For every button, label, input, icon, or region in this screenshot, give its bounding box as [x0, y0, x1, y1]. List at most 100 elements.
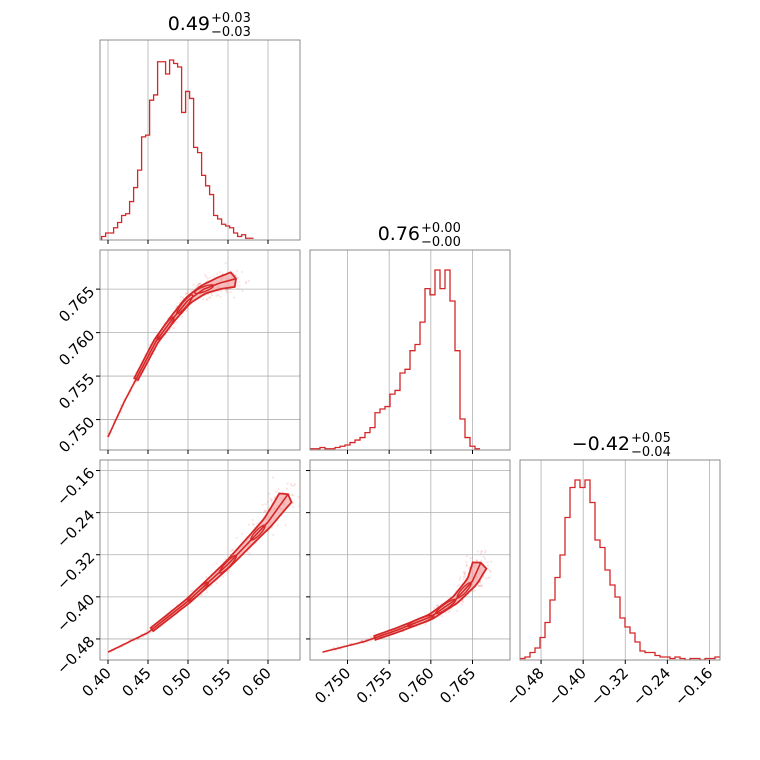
scatter-point-p10-43 [203, 273, 207, 276]
scatter-point-p21-252 [477, 550, 480, 553]
histogram-p22 [520, 479, 720, 660]
x-tick-label-p20-3: 0.55 [198, 664, 234, 700]
scatter-point-p20-6 [270, 499, 273, 502]
scatter-point-p10-163 [206, 277, 209, 280]
scatter-point-p20-399 [246, 550, 249, 553]
y-tick-label-p20-1: −0.40 [53, 590, 98, 635]
contour-band-p20 [149, 492, 293, 633]
y-tick-label-p20-4: −0.16 [53, 464, 98, 509]
scatter-point-p20-330 [261, 503, 264, 506]
frame-layer [99, 39, 721, 661]
scatter-point-p10-358 [198, 282, 202, 285]
scatter-point-p20-141 [266, 500, 270, 503]
scatter-point-p21-183 [465, 555, 468, 558]
scatter-point-p10-330 [202, 298, 205, 301]
frame-p00 [99, 39, 301, 241]
scatter-point-p21-75 [478, 584, 481, 587]
scatter-point-p20-291 [228, 569, 231, 572]
scatter-point-p21-85 [475, 559, 478, 562]
title-upper-p22: +0.05 [631, 431, 671, 446]
scatter-point-p21-259 [469, 557, 472, 560]
scatter-point-p21-147 [424, 623, 427, 626]
scatter-point-p10-370 [236, 269, 239, 272]
scatter-point-p21-14 [482, 555, 485, 558]
title-value-p00: 0.49 [168, 13, 210, 35]
scatter-point-p10-302 [206, 298, 209, 301]
scatter-point-p20-81 [248, 552, 251, 555]
scatter-point-p20-207 [269, 497, 272, 500]
scatter-point-p21-298 [461, 599, 464, 603]
scatter-point-p21-264 [465, 564, 468, 567]
scatter-point-p20-10 [247, 523, 251, 526]
scatter-point-p20-147 [199, 593, 202, 597]
scatter-point-p21-222 [464, 576, 467, 579]
scatter-point-p21-346 [484, 549, 487, 552]
scatter-point-p21-266 [456, 585, 459, 588]
scatter-point-p10-38 [238, 280, 241, 283]
scatter-point-p20-58 [229, 549, 232, 553]
frame-p21 [309, 459, 511, 661]
histogram-p00 [100, 59, 254, 240]
x-tick-label-p22-1: −0.40 [545, 664, 590, 709]
scatter-point-p20-258 [277, 488, 280, 491]
scatter-point-p20-110 [297, 496, 300, 499]
scatter-point-p20-197 [231, 548, 234, 552]
scatter-point-p10-271 [172, 327, 176, 330]
scatter-point-p10-176 [215, 294, 218, 297]
panel-p21-marks [322, 549, 493, 653]
scatter-point-p21-181 [459, 576, 462, 579]
scatter-point-p20-11 [268, 492, 271, 495]
scatter-point-p21-239 [461, 600, 464, 604]
scatter-point-p21-179 [436, 604, 439, 607]
scatter-point-p10-48 [233, 296, 236, 299]
scatter-point-p20-228 [272, 533, 275, 536]
scatter-point-p20-346 [263, 510, 266, 513]
x-tick-label-p21-1: 0.755 [353, 664, 396, 707]
contour-line-p10 [107, 277, 237, 438]
scatter-point-p21-2 [444, 611, 447, 615]
scatter-point-p10-21 [198, 282, 201, 285]
scatter-point-p20-243 [271, 476, 274, 479]
scatter-point-p10-155 [185, 309, 188, 312]
scatter-point-p20-247 [224, 557, 227, 560]
panel-p11-marks [310, 269, 480, 450]
contour-band-p10 [133, 271, 237, 382]
scatter-point-p21-220 [480, 583, 483, 586]
scatter-point-p20-130 [270, 498, 274, 501]
scatter-point-p21-16 [484, 577, 487, 580]
scatter-point-p20-167 [256, 521, 259, 525]
scatter-point-p10-187 [209, 296, 212, 299]
scatter-point-p10-378 [208, 296, 211, 299]
scatter-point-p20-308 [235, 536, 239, 539]
scatter-point-p21-189 [477, 584, 480, 588]
scatter-point-p20-335 [252, 523, 256, 526]
scatter-point-p10-212 [225, 288, 228, 292]
scatter-point-p20-231 [273, 496, 276, 499]
scatter-point-p20-73 [273, 496, 276, 499]
scatter-point-p10-36 [236, 283, 239, 286]
scatter-point-p10-61 [229, 291, 232, 294]
title-value-p22: −0.42 [572, 433, 630, 455]
scatter-point-p10-65 [241, 289, 244, 293]
scatter-point-p21-395 [458, 578, 461, 581]
frame-p22 [519, 459, 721, 661]
scatter-point-p10-228 [217, 294, 220, 297]
y-tick-label-p10-0: 0.750 [55, 413, 98, 456]
scatter-point-p10-207 [219, 295, 222, 299]
scatter-point-p21-30 [480, 550, 484, 553]
scatter-point-p20-52 [290, 493, 294, 497]
scatter-point-p21-31 [462, 571, 465, 574]
scatter-point-p21-241 [462, 578, 465, 581]
scatter-point-p10-40 [192, 283, 195, 286]
scatter-point-p20-318 [289, 482, 292, 486]
scatter-point-p21-126 [436, 605, 439, 608]
scatter-point-p21-365 [484, 551, 487, 554]
scatter-point-p21-38 [369, 635, 372, 639]
scatter-point-p20-314 [292, 494, 295, 497]
scatter-point-p10-353 [184, 292, 187, 296]
y-tick-label-p20-2: −0.32 [53, 548, 98, 593]
x-tick-label-p21-0: 0.750 [311, 664, 354, 707]
y-tick-label-p10-2: 0.760 [55, 326, 98, 369]
scatter-point-p20-27 [191, 589, 194, 593]
